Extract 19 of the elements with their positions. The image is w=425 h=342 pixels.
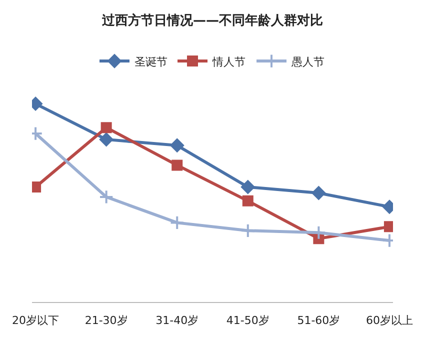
legend-label: 圣诞节 [134,55,168,68]
legend-label: 情人节 [212,55,246,68]
point [99,132,114,146]
point [242,195,254,206]
x-tick-label: 20岁以下 [12,314,60,328]
chart-title: 过西方节日情况——不同年龄人群对比 [101,12,323,28]
point [241,180,255,194]
point [99,190,114,204]
x-tick-label: 21-30岁 [84,314,128,328]
point [170,138,184,152]
point [172,160,183,171]
x-tick-label: 31-40岁 [156,314,199,328]
x-tick-label: 51-60岁 [297,314,340,328]
legend-label: 愚人节 [290,55,324,68]
x-tick-label: 41-50岁 [226,314,270,328]
point [100,122,112,134]
x-tick-label: 60岁以上 [366,314,413,328]
point [170,215,184,230]
point [312,186,326,200]
